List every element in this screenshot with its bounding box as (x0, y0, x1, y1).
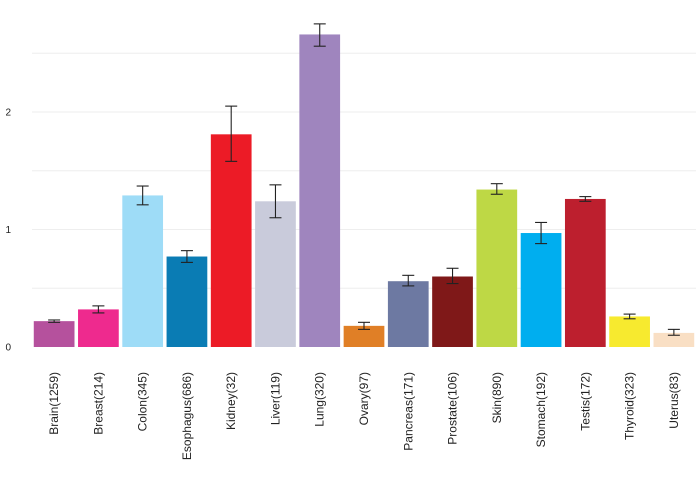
x-tick-label-liver: Liver(119) (268, 372, 282, 425)
bar-kidney[interactable] (210, 134, 252, 347)
y-axis-ticks: 0 1 2 (5, 108, 11, 354)
error-bar-testis (579, 196, 592, 202)
x-tick-label-lung: Lung(320) (313, 372, 327, 427)
error-bar-uterus (667, 328, 680, 336)
bars (33, 34, 695, 348)
error-bar-brain (48, 319, 61, 323)
y-tick-label-2: 2 (5, 108, 11, 119)
x-tick-label-stomach: Stomach(192) (534, 372, 548, 447)
error-bar-colon (136, 185, 149, 206)
x-tick-label-brain: Brain(1259) (47, 372, 61, 435)
bar-thyroid[interactable] (609, 316, 650, 347)
bar-pancreas[interactable] (387, 281, 429, 347)
bar-colon[interactable] (122, 195, 164, 347)
x-tick-label-prostate: Prostate(106) (446, 372, 460, 445)
x-tick-label-skin: Skin(890) (490, 372, 504, 423)
bar-brain[interactable] (33, 321, 75, 347)
error-bar-ovary (358, 321, 370, 330)
x-tick-label-uterus: Uterus(83) (667, 372, 681, 429)
bar-ovary[interactable] (343, 325, 385, 347)
bar-esophagus[interactable] (166, 256, 208, 347)
bar-uterus[interactable] (653, 332, 695, 347)
bar-breast[interactable] (78, 309, 119, 347)
y-tick-label-1: 1 (5, 225, 11, 236)
x-tick-label-pancreas: Pancreas(171) (401, 372, 415, 451)
error-bar-liver (269, 184, 282, 219)
x-tick-label-ovary: Ovary(97) (357, 372, 371, 425)
bar-liver[interactable] (255, 201, 296, 347)
x-axis-labels: Brain(1259) Breast(214) Colon(345) Esophagu… (47, 372, 681, 460)
error-bar-prostate (446, 267, 459, 285)
error-bar-esophagus (180, 250, 193, 263)
bar-skin[interactable] (476, 189, 518, 347)
bar-stomach[interactable] (520, 233, 562, 347)
error-bar-stomach (535, 221, 548, 245)
x-tick-label-esophagus: Esophagus(686) (180, 372, 194, 460)
x-tick-label-kidney: Kidney(32) (224, 372, 238, 430)
x-tick-label-colon: Colon(345) (136, 372, 150, 431)
error-bar-breast (92, 305, 105, 314)
error-bar-pancreas (402, 274, 415, 287)
x-tick-label-breast: Breast(214) (91, 372, 105, 435)
bar-lung[interactable] (299, 34, 341, 347)
error-bar-kidney (225, 105, 238, 162)
x-tick-label-testis: Testis(172) (578, 372, 592, 431)
bar-testis[interactable] (564, 198, 606, 347)
bar-prostate[interactable] (432, 276, 473, 348)
error-bar-thyroid (623, 313, 636, 320)
y-tick-label-0: 0 (5, 343, 11, 354)
x-tick-label-thyroid: Thyroid(323) (623, 372, 637, 440)
error-bar-lung (313, 23, 326, 47)
error-bar-skin (490, 183, 503, 195)
error-bars (48, 23, 680, 336)
